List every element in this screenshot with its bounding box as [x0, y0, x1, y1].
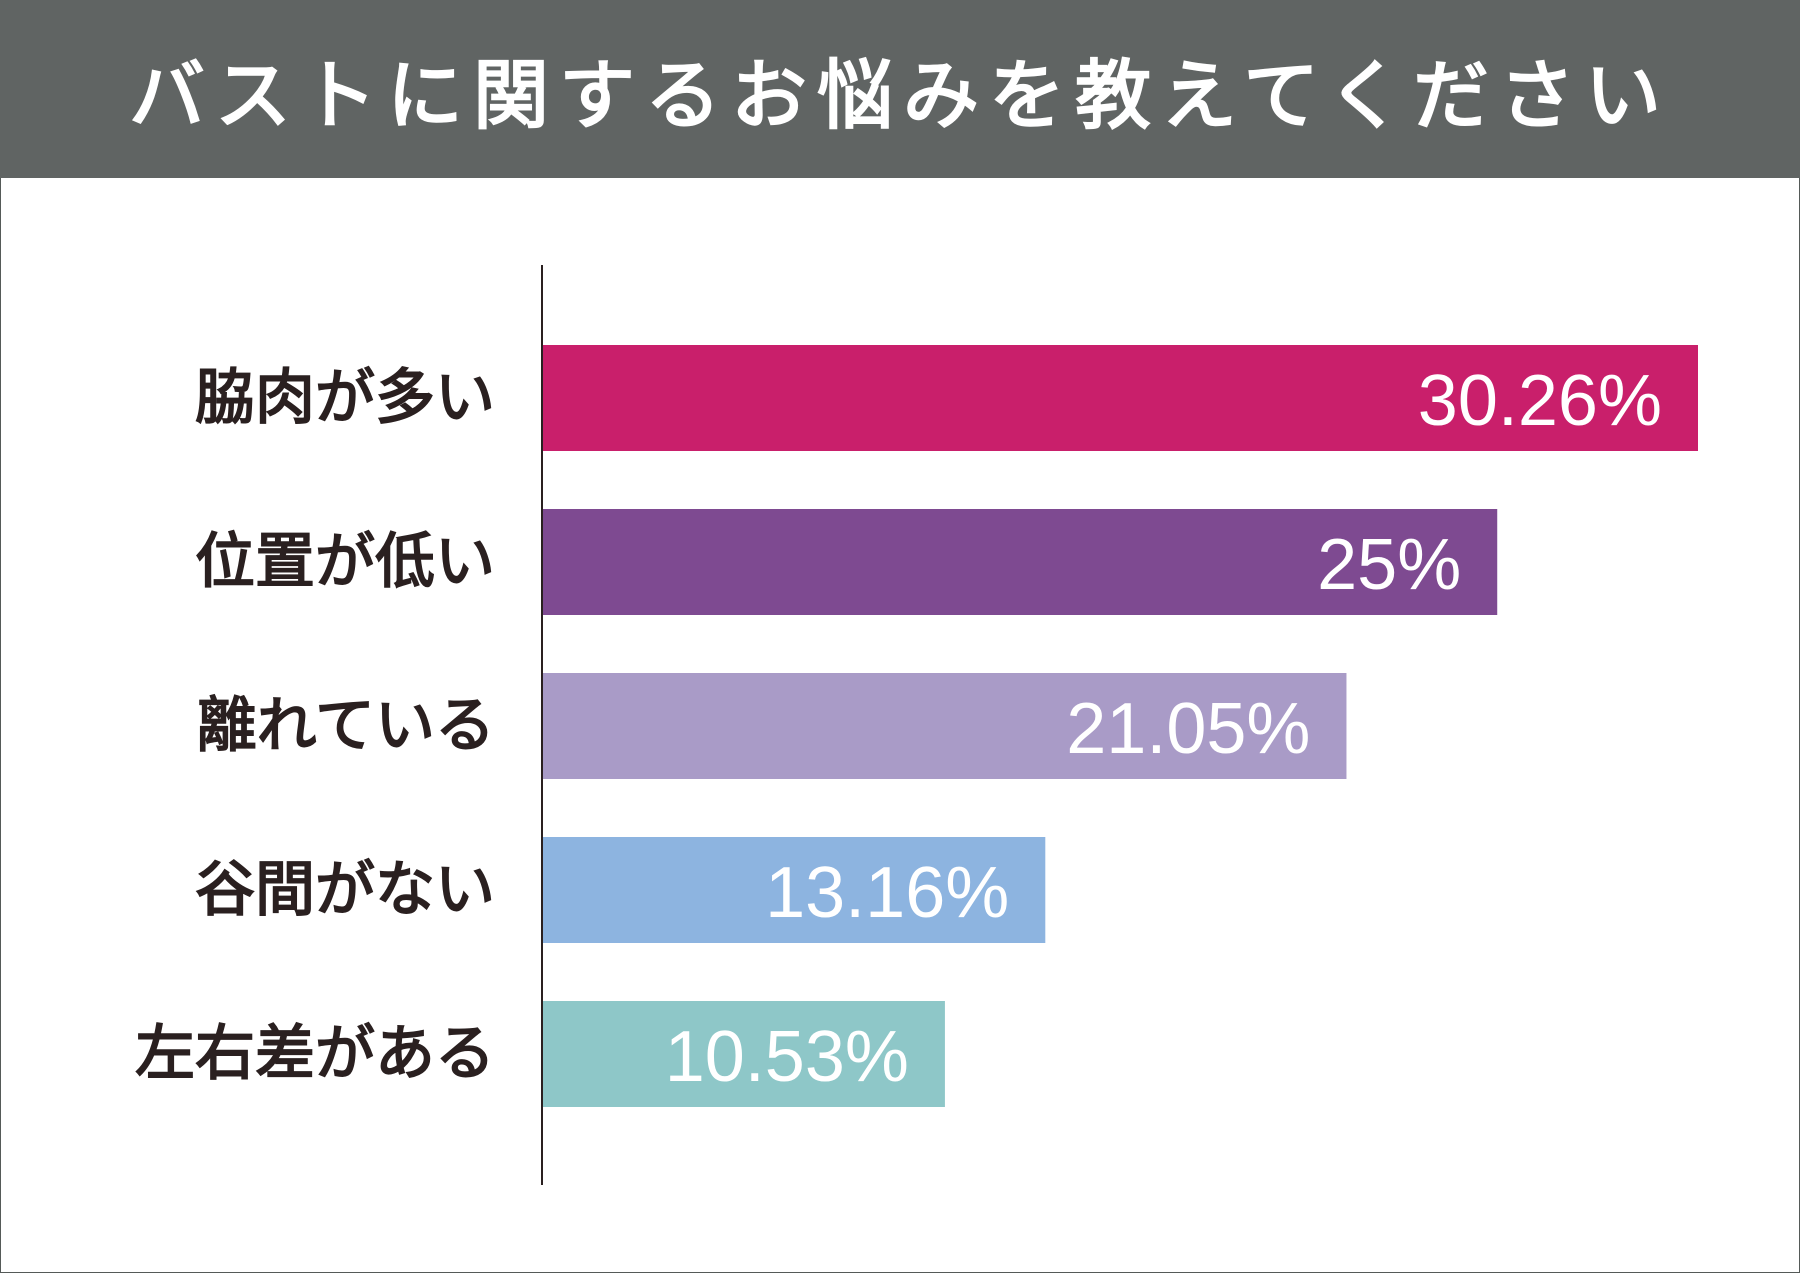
- category-label-4: 谷間がない: [195, 855, 495, 925]
- title-banner: バストに関するお悩みを教えてください: [0, 0, 1800, 178]
- value-label-3: 21.05%: [1066, 689, 1310, 769]
- bar-5: [543, 1001, 945, 1107]
- bar-2: [543, 509, 1498, 615]
- bar-4: [543, 837, 1046, 943]
- value-label-5: 10.53%: [665, 1017, 909, 1097]
- category-label-2: 位置が低い: [195, 527, 495, 597]
- value-label-1: 30.26%: [1418, 361, 1662, 441]
- chart-title: バストに関するお悩みを教えてください: [129, 51, 1671, 140]
- value-label-2: 25%: [1317, 525, 1461, 605]
- bar-chart: 脇肉が多い 30.26% 位置が低い 25% 離れている 21.05% 谷間がない 13.16…: [135, 265, 1698, 1185]
- category-label-5: 左右差がある: [135, 1019, 495, 1089]
- bars-layer: 脇肉が多い 30.26% 位置が低い 25% 離れている 21.05% 谷間がない 13.16…: [135, 345, 1698, 1107]
- bar-3: [543, 673, 1347, 779]
- category-label-1: 脇肉が多い: [195, 363, 495, 433]
- bar-1: [543, 345, 1698, 451]
- category-label-3: 離れている: [197, 691, 495, 761]
- value-label-4: 13.16%: [765, 853, 1009, 933]
